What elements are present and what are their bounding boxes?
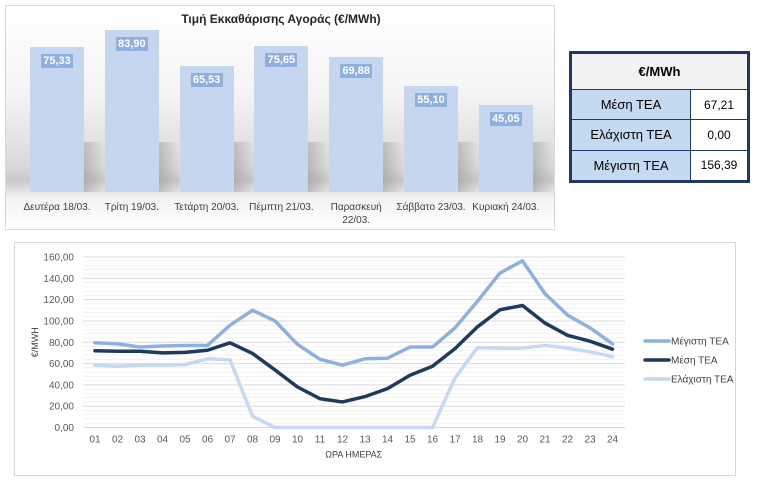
gridlines <box>83 256 625 428</box>
x-axis-ticks: 01 02 03 04 05 06 07 08 09 10 11 12 13 14 15 16 17 18 19 20… <box>89 435 618 446</box>
x-tick-label: 06 <box>202 435 214 446</box>
bar-shadow <box>532 142 553 192</box>
bar-value-label: 55,10 <box>415 92 447 107</box>
stats-value-min: 0,00 <box>690 119 748 151</box>
bar-shadow <box>308 142 329 192</box>
x-tick-label: 14 <box>382 435 394 446</box>
bar-category-label: Κυριακή 24/03. <box>472 202 540 213</box>
y-tick-label: 60,00 <box>49 359 74 370</box>
y-axis-title: €/MWH <box>30 327 40 357</box>
x-tick-label: 20 <box>517 435 529 446</box>
bar-value-label: 69,88 <box>340 64 373 79</box>
bar-category-label: Τετάρτη 20/03. <box>174 202 239 213</box>
legend-label: Μέγιστη ΤΕΑ <box>671 336 729 348</box>
y-tick-label: 80,00 <box>49 338 74 349</box>
y-tick-label: 100,00 <box>43 316 74 327</box>
x-tick-label: 04 <box>157 435 169 446</box>
y-tick-label: 0,00 <box>55 423 75 434</box>
stats-row-mean: Μέση ΤΕΑ 67,21 <box>571 88 748 121</box>
line-chart: 0,00 20,00 40,00 60,00 80,00 100,00 120,00 140,… <box>14 242 736 476</box>
bar-category-label: Τρίτη 19/03. <box>104 202 159 213</box>
x-tick-label: 13 <box>359 435 371 446</box>
bar-value-label: 75,33 <box>41 53 73 68</box>
bar-category-label: Σάββατο 23/03. <box>396 202 466 213</box>
stats-label-min: Ελάχιστη ΤΕΑ <box>571 119 691 151</box>
series-line-1 <box>93 303 615 404</box>
bar <box>254 45 309 192</box>
bar-value-label: 83,90 <box>115 37 148 52</box>
bar-chart: Τιμή Εκκαθάρισης Αγοράς (€/MWh) 75,33 Δευ… <box>5 5 555 230</box>
stats-table: €/MWh Μέση ΤΕΑ 67,21 Ελάχιστη ΤΕΑ 0,00 Μ… <box>569 51 750 183</box>
bar-shadow <box>158 142 179 192</box>
series-line-0 <box>93 259 615 367</box>
stats-value-mean: 67,21 <box>690 88 748 121</box>
bar <box>104 30 159 192</box>
bar-chart-title: Τιμή Εκκαθάρισης Αγοράς (€/MWh) <box>181 12 381 26</box>
line-chart-svg: 0,00 20,00 40,00 60,00 80,00 100,00 120,00 140,… <box>30 253 734 460</box>
stats-row-max: Μέγιστη ΤΕΑ 156,39 <box>571 149 748 182</box>
y-axis-ticks: 0,00 20,00 40,00 60,00 80,00 100,00 120,00 140,… <box>43 253 74 435</box>
x-tick-label: 15 <box>404 435 416 446</box>
x-tick-label: 23 <box>584 435 596 446</box>
x-tick-label: 01 <box>89 435 101 446</box>
bar-shadow <box>383 142 404 192</box>
bar-shadow <box>233 142 254 192</box>
bar <box>179 65 234 192</box>
x-tick-label: 10 <box>292 435 304 446</box>
x-tick-label: 09 <box>269 435 281 446</box>
bar <box>329 57 384 192</box>
y-tick-label: 120,00 <box>43 295 74 306</box>
x-axis-title: ΩΡΑ ΗΜΕΡΑΣ <box>325 450 382 460</box>
bar-category-label: Δευτέρα 18/03. <box>23 202 91 213</box>
y-tick-label: 40,00 <box>49 380 74 391</box>
series-lines <box>93 259 615 430</box>
bar-value-label: 75,65 <box>265 52 298 67</box>
stats-table-header: €/MWh <box>571 53 748 90</box>
stats-label-mean: Μέση ΤΕΑ <box>571 88 691 121</box>
bar-shadow <box>84 142 104 192</box>
x-tick-label: 02 <box>112 435 124 446</box>
x-tick-label: 05 <box>179 435 191 446</box>
x-tick-label: 17 <box>449 435 461 446</box>
y-tick-label: 140,00 <box>43 274 74 285</box>
bar-category-label: Πέμπτη 21/03. <box>249 202 314 213</box>
stats-table-header-row: €/MWh <box>571 53 748 90</box>
bar-value-label: 65,53 <box>190 72 223 87</box>
x-tick-label: 12 <box>337 435 349 446</box>
y-tick-label: 20,00 <box>49 402 74 413</box>
bar-value-label: 45,05 <box>489 112 522 127</box>
stats-value-max: 156,39 <box>690 149 748 182</box>
y-tick-label: 160,00 <box>43 253 74 264</box>
x-tick-label: 22 <box>562 435 574 446</box>
series-line-2 <box>93 343 615 430</box>
x-tick-label: 03 <box>134 435 146 446</box>
stats-row-min: Ελάχιστη ΤΕΑ 0,00 <box>571 119 748 151</box>
stats-label-max: Μέγιστη ΤΕΑ <box>571 149 691 182</box>
x-tick-label: 16 <box>427 435 439 446</box>
x-tick-label: 21 <box>539 435 551 446</box>
bar-category-label: Παρασκευή 22/03. <box>330 202 382 226</box>
x-tick-label: 24 <box>607 435 619 446</box>
x-tick-label: 18 <box>472 435 484 446</box>
bar-shadow <box>458 142 478 192</box>
bar <box>30 46 84 192</box>
x-tick-label: 19 <box>494 435 506 446</box>
x-tick-label: 07 <box>224 435 236 446</box>
legend-label: Ελάχιστη ΤΕΑ <box>671 374 734 386</box>
x-tick-label: 08 <box>247 435 259 446</box>
legend: Μέγιστη ΤΕΑ Μέση ΤΕΑ Ελάχιστη ΤΕΑ <box>643 336 734 386</box>
legend-label: Μέση ΤΕΑ <box>671 355 718 367</box>
x-tick-label: 11 <box>315 435 326 446</box>
